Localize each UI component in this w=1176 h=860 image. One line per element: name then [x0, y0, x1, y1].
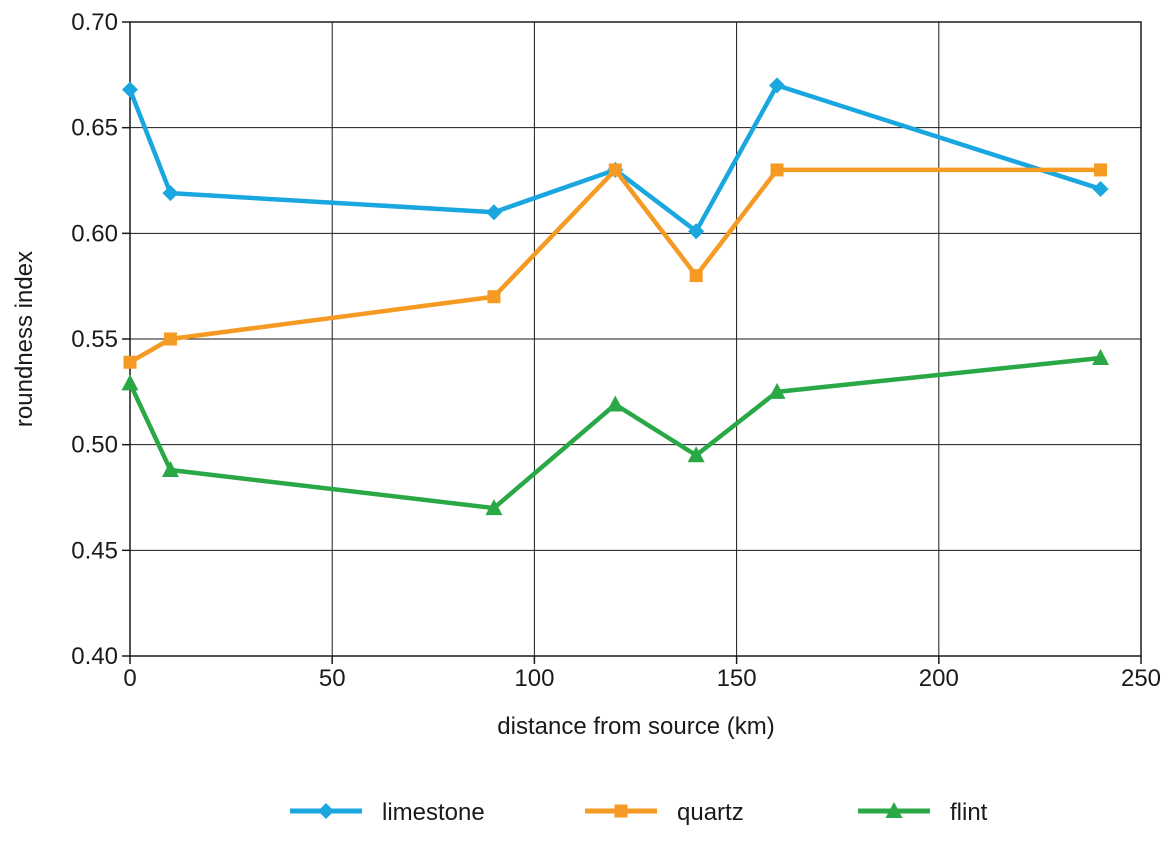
limestone-point — [688, 223, 705, 240]
flint-point — [768, 382, 786, 399]
grid-lines — [130, 22, 1141, 656]
legend-label: limestone — [382, 799, 485, 826]
x-tick-label: 50 — [319, 665, 346, 692]
quartz-point — [608, 163, 622, 177]
quartz-point — [487, 290, 501, 304]
y-tick-label: 0.55 — [71, 326, 118, 353]
y-tick-label: 0.40 — [71, 643, 118, 670]
series-flint — [121, 349, 1110, 516]
series-layer — [121, 77, 1110, 516]
flint-point — [121, 374, 139, 391]
y-tick-label: 0.45 — [71, 537, 118, 564]
x-axis-ticks: 0 50 100 150 200 250 — [123, 656, 1161, 692]
x-tick-label: 250 — [1121, 665, 1161, 692]
legend-marker — [614, 804, 628, 818]
x-tick-label: 150 — [717, 665, 757, 692]
series-line-flint — [127, 355, 1101, 511]
limestone-point — [122, 81, 138, 98]
limestone-point — [162, 185, 179, 202]
quartz-point — [163, 332, 177, 346]
x-tick-label: 0 — [123, 665, 136, 692]
y-axis-ticks: 0.40 0.45 0.50 0.55 0.60 0.65 0.70 — [71, 9, 130, 670]
y-axis-label: roundness index — [11, 251, 38, 427]
legend-item-limestone: limestone — [290, 799, 485, 826]
quartz-point — [1094, 163, 1108, 177]
y-tick-label: 0.50 — [71, 432, 118, 459]
quartz-point — [770, 163, 784, 177]
legend-label: quartz — [677, 799, 744, 826]
flint-point — [1092, 349, 1110, 366]
quartz-point — [689, 269, 703, 283]
flint-point — [161, 461, 179, 478]
legend-label: flint — [950, 799, 988, 826]
y-tick-label: 0.70 — [71, 9, 118, 36]
y-tick-label: 0.65 — [71, 115, 118, 142]
series-quartz — [123, 163, 1108, 369]
flint-point — [606, 395, 624, 412]
series-limestone — [122, 77, 1109, 240]
limestone-point — [1092, 180, 1109, 197]
legend-marker — [318, 803, 334, 819]
legend-item-flint: flint — [858, 799, 988, 826]
x-tick-label: 100 — [514, 665, 554, 692]
limestone-point — [485, 204, 502, 221]
flint-point — [485, 499, 503, 516]
legend-marker — [885, 802, 903, 818]
y-tick-label: 0.60 — [71, 220, 118, 247]
quartz-point — [123, 355, 137, 369]
series-line-limestone — [127, 83, 1102, 234]
x-axis-label: distance from source (km) — [497, 713, 774, 740]
x-tick-label: 200 — [919, 665, 959, 692]
legend: limestone quartz flint — [290, 799, 988, 826]
legend-item-quartz: quartz — [585, 799, 744, 826]
flint-point — [687, 446, 705, 463]
limestone-point — [769, 77, 786, 94]
